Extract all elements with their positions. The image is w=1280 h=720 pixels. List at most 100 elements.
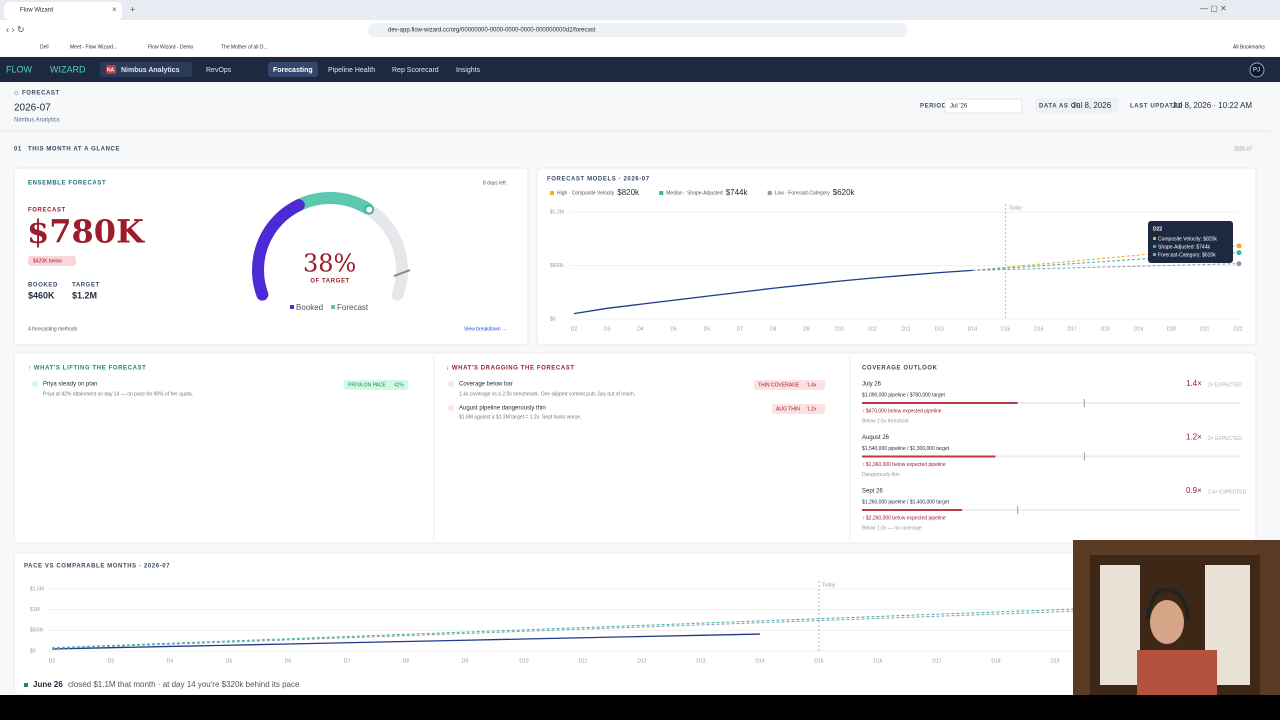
x-tick-label: D17: [932, 658, 941, 664]
y-tick-label: $1M: [30, 607, 40, 613]
face: [1150, 600, 1184, 644]
icon: [448, 381, 454, 387]
x-tick-label: D3: [604, 326, 611, 332]
x-tick-label: D6: [285, 658, 292, 664]
gauge-forecast: [296, 192, 373, 215]
nav-tab[interactable]: Insights: [456, 67, 481, 74]
link[interactable]: View breakdown →: [464, 326, 507, 332]
label: LAST UPDATED: [1130, 104, 1183, 110]
footer-lead: June 26: [33, 680, 63, 689]
bookmarks-bar: [0, 40, 1280, 56]
pipeline: $1,540,000 pipeline / $1,300,000 target: [862, 446, 950, 452]
panel-title: ↓ WHAT'S DRAGGING THE FORECAST: [446, 366, 575, 372]
x-tick-label: D10: [519, 658, 528, 664]
gauge-marker: [393, 269, 411, 277]
webcam: [1073, 540, 1280, 695]
legend: Booked: [296, 303, 323, 312]
window-controls[interactable]: — ▢ ✕: [1200, 4, 1227, 13]
tab-title: Flow Wizard: [20, 8, 53, 14]
x-tick-label: D15: [814, 658, 823, 664]
methods: 4 forecasting methods: [28, 326, 78, 332]
all-bookmarks[interactable]: All Bookmarks: [1233, 44, 1265, 50]
x-tick-label: D5: [226, 658, 233, 664]
legend-swatch: [331, 305, 335, 309]
tooltip-swatch: [1153, 237, 1156, 240]
org-name: Nimbus Analytics: [121, 67, 180, 74]
tooltip: [1148, 221, 1233, 263]
nav-tab[interactable]: Forecasting: [273, 67, 313, 74]
icon: [448, 405, 454, 411]
tooltip-title: D22: [1153, 226, 1162, 232]
period-value: Jul '26: [950, 104, 968, 110]
panel-title: COVERAGE OUTLOOK: [862, 366, 938, 372]
period-select[interactable]: [944, 98, 1023, 114]
nav-tab[interactable]: Pipeline Health: [328, 67, 375, 74]
bookmark[interactable]: Dell: [40, 44, 49, 50]
org-switcher[interactable]: [100, 62, 192, 77]
item-detail: 1.4x coverage vs a 2.0x benchmark. One s…: [459, 391, 635, 397]
tooltip-swatch: [1153, 245, 1156, 248]
end-dot: [1236, 243, 1242, 249]
omnibox[interactable]: [368, 23, 908, 37]
expected: 2× EXPECTED: [1208, 436, 1242, 442]
brand[interactable]: FLOW: [6, 64, 33, 74]
brand[interactable]: WIZARD: [50, 64, 86, 74]
legend-swatch: [550, 191, 554, 195]
month: August 26: [862, 435, 890, 441]
x-tick-label: D7: [737, 326, 744, 332]
card: [13, 352, 1257, 544]
bookmark[interactable]: Flow Wizard - Demo: [148, 44, 194, 50]
label: BOOKED: [28, 283, 58, 289]
tooltip-swatch: [1153, 253, 1156, 256]
x-tick-label: D22: [1233, 326, 1242, 332]
chart-title: PACE VS COMPARABLE MONTHS · 2026-07: [24, 564, 170, 570]
booked: $460K: [28, 290, 55, 300]
end-dot: [1236, 250, 1242, 256]
label: FORECAST: [28, 208, 66, 214]
forecast-value: $780K: [27, 213, 145, 251]
avatar-initials: PJ: [1253, 68, 1260, 74]
last-updated: Jul 8, 2026 · 10:22 AM: [1172, 101, 1252, 110]
bookmark[interactable]: Meet - Flow Wizard...: [70, 44, 117, 50]
team[interactable]: RevOps: [206, 67, 232, 74]
coverage-ratio: 0.9×: [1186, 486, 1202, 495]
note: Below 1.0x — no coverage: [862, 525, 922, 531]
series-line: [51, 633, 761, 650]
org-badge: NA: [107, 67, 115, 73]
nav-tab[interactable]: Rep Scorecard: [392, 67, 439, 74]
x-tick-label: D20: [1167, 326, 1176, 332]
gauge-booked: [252, 199, 305, 301]
x-tick-label: D13: [696, 658, 705, 664]
section-title: THIS MONTH AT A GLANCE: [28, 147, 120, 153]
card: [13, 167, 529, 346]
tab-close[interactable]: ×: [112, 5, 117, 14]
x-tick-label: D18: [991, 658, 1000, 664]
url: dev-app.flow-wizard.cc/org/00000000-0000…: [388, 28, 596, 34]
x-tick-label: D6: [704, 326, 711, 332]
tab-strip: [0, 0, 1280, 20]
badge: [772, 404, 825, 414]
headset: [1146, 587, 1190, 621]
tab[interactable]: [4, 2, 122, 20]
x-tick-label: D4: [167, 658, 174, 664]
y-tick-label: $1.2M: [550, 209, 564, 215]
month: July 26: [862, 382, 882, 388]
icon: [32, 381, 38, 387]
nav-buttons[interactable]: ‹ › ↻: [6, 24, 25, 34]
x-tick-label: D7: [344, 658, 351, 664]
label: DATA AS OF: [1039, 104, 1080, 110]
series-line: [51, 605, 1233, 650]
avatar[interactable]: [1249, 62, 1265, 78]
x-tick-label: D14: [755, 658, 764, 664]
gauge-dot: [364, 204, 375, 215]
new-tab[interactable]: +: [130, 4, 135, 14]
legend-name: Low · Forecast-Category: [775, 190, 831, 196]
x-tick-label: D14: [968, 326, 977, 332]
today-label: Today: [1009, 205, 1023, 211]
y-tick-label: $0: [550, 316, 556, 322]
legend-swatch: [290, 305, 294, 309]
x-tick-label: D19: [1050, 658, 1059, 664]
bookmark[interactable]: The Mother of all D...: [221, 44, 268, 50]
coverage-bar: [862, 509, 963, 511]
